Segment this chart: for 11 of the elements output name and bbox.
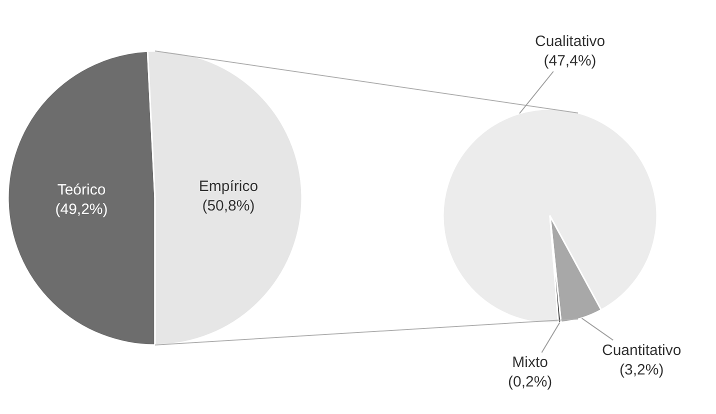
pie-slice: [442, 108, 658, 324]
data-label: (3,2%): [620, 362, 664, 378]
data-label: (0,2%): [508, 374, 552, 390]
slice-label: Cuantitativo: [602, 342, 682, 359]
data-label: (49,2%): [55, 201, 108, 218]
slice-label: Cualitativo: [535, 33, 606, 50]
data-label: (50,8%): [202, 197, 255, 214]
data-label: (47,4%): [544, 52, 596, 70]
slice-label: Mixto: [512, 354, 548, 371]
slice-label: Empírico: [198, 178, 258, 195]
slice-label: Teórico: [57, 182, 106, 199]
